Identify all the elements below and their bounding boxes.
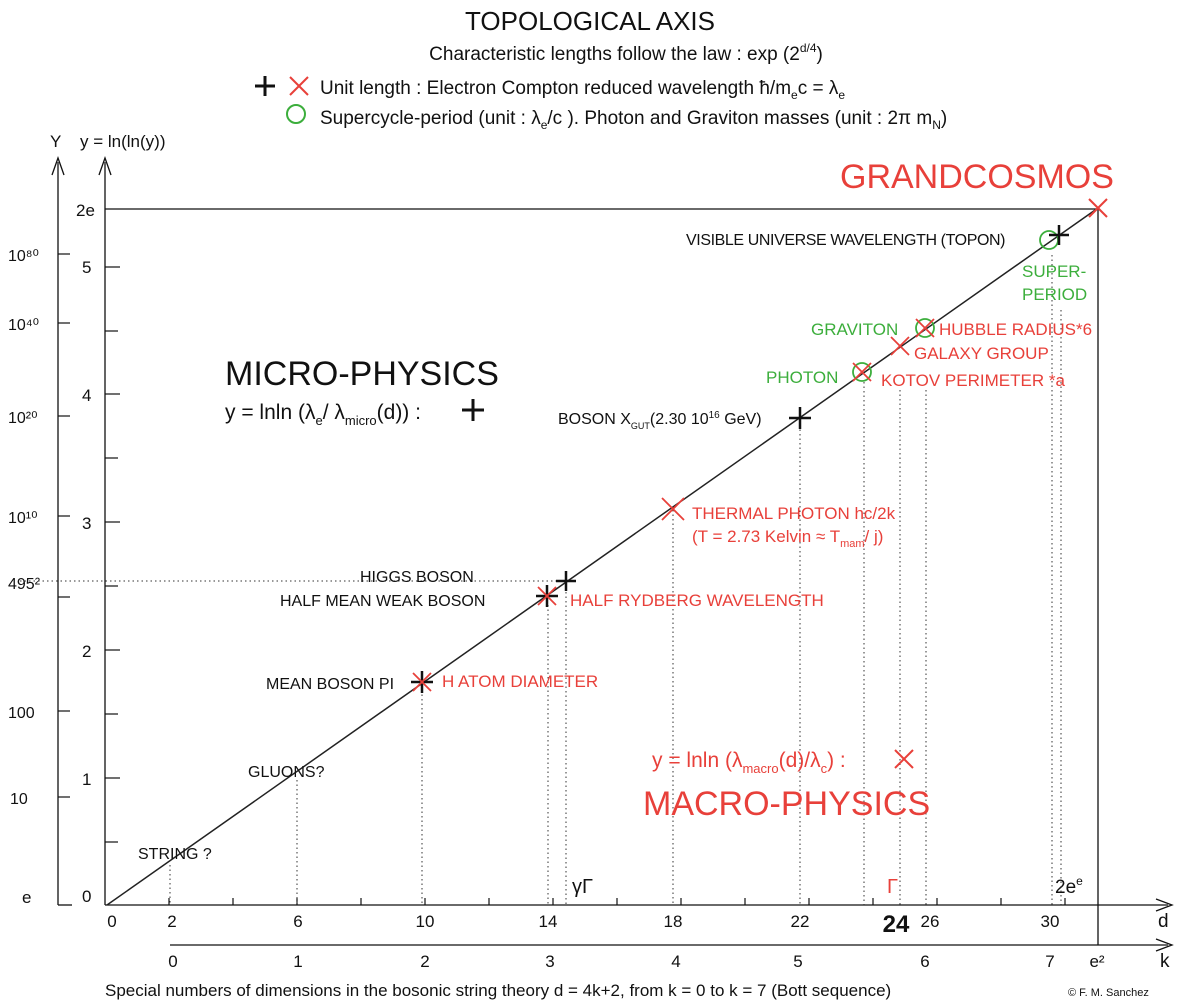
Y-axis [51,156,72,906]
d-tick-26: 26 [921,912,940,931]
grandcosmos-cross-marker [1088,198,1108,218]
macro-formula-cross-icon [894,749,914,769]
Y-ticks [58,253,70,798]
y-tick-4: 4 [82,386,91,405]
d-tick-2: 2 [167,912,176,931]
d-tick-22: 22 [791,912,810,931]
visible-universe-plus-marker [1049,225,1069,245]
grandcosmos-label: GRANDCOSMOS [840,158,1114,196]
string-label: STRING ? [138,846,212,863]
frame-lines [105,208,1099,945]
d-tick-6: 6 [293,912,302,931]
y-tick-1: 1 [82,770,91,789]
legend-cross-icon [289,76,309,96]
macro-physics-formula: y = lnln (λmacro(d)/λc) : [652,749,846,776]
boson-x-plus-marker [789,407,811,429]
Gamma-marker: Γ [887,876,898,898]
y-tick-0: 0 [82,887,91,906]
Y-tick-e: e [22,888,31,907]
d-tick-24: 24 [883,911,910,938]
y-tick-2e: 2e [76,201,95,220]
super-period-circle-marker [1039,230,1059,250]
galaxy-group-label: GALAXY GROUP [914,344,1049,363]
k-tick-0: 0 [168,952,177,971]
Y-axis-label: Y [50,132,61,151]
diagram-title: TOPOLOGICAL AXIS [465,6,715,36]
photon-label: PHOTON [766,368,838,387]
d-axis-ticks [168,898,1066,905]
hubble-cross-marker [915,318,935,338]
thermal-photon-temp-label: (T = 2.73 Kelvin ≈ Tmam/ j) [692,527,883,550]
h-atom-diameter-label: H ATOM DIAMETER [442,672,598,691]
k-tick-1: 1 [293,952,302,971]
k-tick-3: 3 [545,952,554,971]
half-mean-weak-boson-label: HALF MEAN WEAK BOSON [280,593,485,610]
Y-tick-1e40: 10⁴⁰ [8,317,39,334]
legend-unit-length: Unit length : Electron Compton reduced w… [320,78,845,102]
k-axis-label: k [1160,951,1170,972]
higgs-boson-label: HIGGS BOSON [360,569,474,586]
k-tick-5: 5 [793,952,802,971]
y-axis [98,156,112,905]
legend-circle-icon [286,104,306,124]
higgs-plus-marker [556,571,576,591]
photon-circle-marker [852,362,872,382]
macro-physics-title: MACRO-PHYSICS [643,785,930,823]
gluons-label: GLUONS? [248,764,325,781]
d-tick-0: 0 [107,912,116,931]
k-tick-e2: e² [1089,952,1104,971]
graviton-label: GRAVITON [811,320,898,339]
kotov-cross-marker [852,362,872,382]
k-tick-4: 4 [671,952,680,971]
two-e-e-marker: 2ee [1055,874,1083,898]
h-atom-cross-marker [412,672,432,692]
super-period-label-2: PERIOD [1022,285,1087,304]
y-tick-2: 2 [82,642,91,661]
galaxy-group-cross-marker [890,336,910,356]
hubble-radius-label: HUBBLE RADIUS*6 [939,320,1092,339]
mean-boson-pi-label: MEAN BOSON PI [266,676,394,693]
Y-tick-1e10: 10¹⁰ [8,510,38,527]
super-period-label-1: SUPER- [1022,262,1086,281]
half-rydberg-cross-marker [537,586,557,606]
boson-x-gut-label: BOSON XGUT(2.30 1016 GeV) [558,410,762,431]
thermal-photon-cross-marker [661,497,685,521]
y-tick-5: 5 [82,258,91,277]
Y-tick-100: 100 [8,705,35,722]
kotov-perimeter-label: KOTOV PERIMETER *a [881,371,1065,390]
gamma-Gamma-marker: γΓ [572,876,593,898]
dotted-drop-lines [20,255,1062,905]
main-diagonal-line [106,207,1099,906]
k-tick-6: 6 [920,952,929,971]
k-tick-2: 2 [420,952,429,971]
d-axis-label: d [1158,911,1169,932]
micro-physics-title: MICRO-PHYSICS [225,355,499,393]
y-tick-3: 3 [82,514,91,533]
footer-credit: © F. M. Sanchez [1068,987,1149,999]
y-ticks [105,266,120,843]
Y-tick-1e20: 10²⁰ [8,410,38,427]
thermal-photon-label: THERMAL PHOTON hc/2k [692,504,896,523]
legend-plus-icon [255,76,275,96]
d-tick-10: 10 [416,912,435,931]
footer-caption: Special numbers of dimensions in the bos… [105,981,891,1000]
d-tick-14: 14 [539,912,558,931]
micro-physics-formula: y = lnln (λe/ λmicro(d)) : [225,401,421,428]
Y-tick-10: 10 [10,791,28,808]
graviton-circle-marker [915,318,935,338]
k-axis [170,938,1174,952]
y-axis-label: y = ln(ln(y)) [80,132,165,151]
half-rydberg-label: HALF RYDBERG WAVELENGTH [570,591,824,610]
micro-formula-plus-icon [462,399,484,421]
d-axis [105,898,1174,912]
Y-tick-495sq: 495² [8,576,41,593]
legend-supercycle: Supercycle-period (unit : λe/c ). Photon… [320,108,947,132]
law-subtitle: Characteristic lengths follow the law : … [429,41,823,65]
k-tick-7: 7 [1045,952,1054,971]
d-tick-18: 18 [664,912,683,931]
Y-tick-1e80: 10⁸⁰ [8,248,39,265]
d-tick-30: 30 [1041,912,1060,931]
visible-universe-label: VISIBLE UNIVERSE WAVELENGTH (TOPON) [686,232,1005,249]
